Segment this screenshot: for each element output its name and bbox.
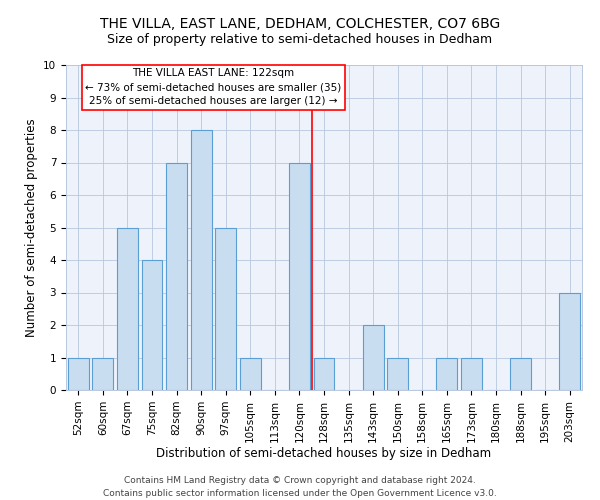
Bar — [461, 358, 482, 390]
Bar — [559, 292, 580, 390]
Bar — [142, 260, 163, 390]
Bar — [166, 162, 187, 390]
Bar — [117, 228, 138, 390]
Bar — [240, 358, 261, 390]
X-axis label: Distribution of semi-detached houses by size in Dedham: Distribution of semi-detached houses by … — [157, 448, 491, 460]
Text: THE VILLA, EAST LANE, DEDHAM, COLCHESTER, CO7 6BG: THE VILLA, EAST LANE, DEDHAM, COLCHESTER… — [100, 18, 500, 32]
Bar — [314, 358, 334, 390]
Text: Contains HM Land Registry data © Crown copyright and database right 2024.
Contai: Contains HM Land Registry data © Crown c… — [103, 476, 497, 498]
Bar — [289, 162, 310, 390]
Bar — [436, 358, 457, 390]
Bar — [68, 358, 89, 390]
Text: Size of property relative to semi-detached houses in Dedham: Size of property relative to semi-detach… — [107, 32, 493, 46]
Text: THE VILLA EAST LANE: 122sqm
← 73% of semi-detached houses are smaller (35)
25% o: THE VILLA EAST LANE: 122sqm ← 73% of sem… — [85, 68, 341, 106]
Bar — [215, 228, 236, 390]
Bar — [510, 358, 531, 390]
Bar — [362, 325, 383, 390]
Bar — [387, 358, 408, 390]
Y-axis label: Number of semi-detached properties: Number of semi-detached properties — [25, 118, 38, 337]
Bar — [191, 130, 212, 390]
Bar — [92, 358, 113, 390]
